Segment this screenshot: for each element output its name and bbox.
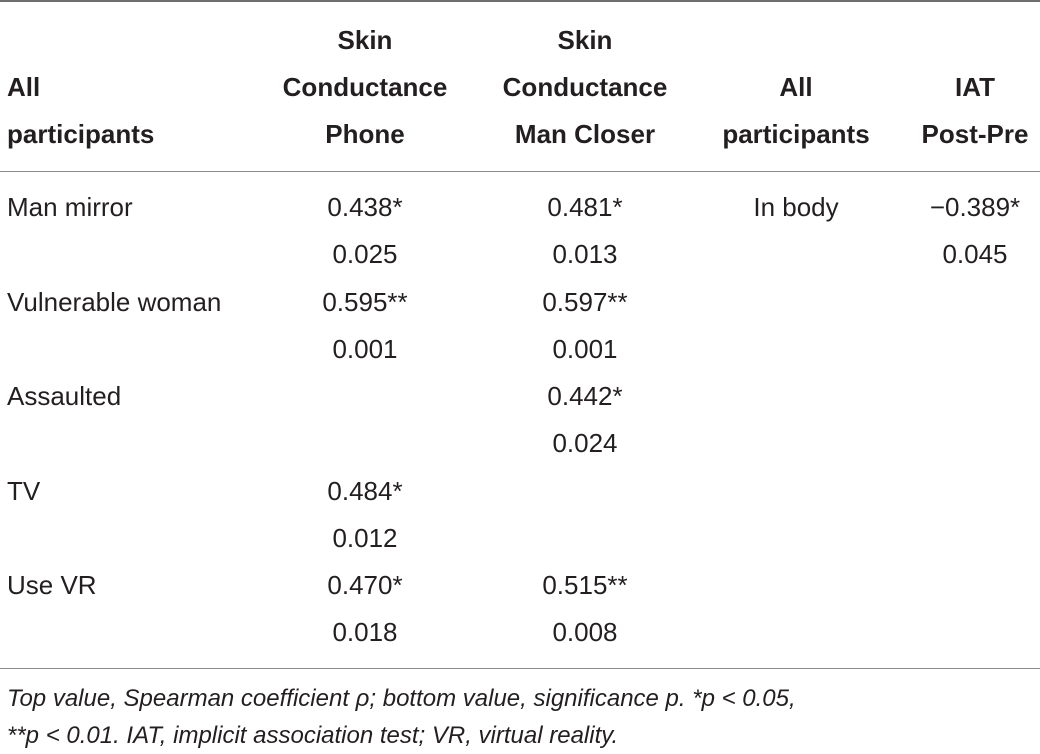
cell-iat-p: 0.045 [942,239,1008,269]
cell-closer-rho: 0.481* [547,192,623,222]
table-top-rule [0,0,1040,2]
header-text: Skin [557,25,613,55]
cell-phone-rho: 0.438* [327,192,403,222]
table-footnote: Top value, Spearman coefficient ρ; botto… [7,680,1035,754]
header-all-participants-1: All participants [7,18,154,158]
cell-closer-p: 0.024 [552,428,618,458]
header-text: All [7,72,41,102]
header-text: Phone [325,119,405,149]
footnote-line: **p < 0.01. IAT, implicit association te… [7,722,619,749]
cell-phone-p: 0.001 [332,334,398,364]
cell-closer-rho: 0.442* [547,381,623,411]
header-text: participants [7,119,155,149]
row-label-use-vr: Use VR [7,570,97,600]
cell-closer-rho: 0.515** [542,570,628,600]
cell-phone-p: 0.012 [332,523,398,553]
cell-closer-rho: 0.597** [542,287,628,317]
header-text: participants [722,119,870,149]
header-text: Post-Pre [921,119,1029,149]
header-text: All [779,72,813,102]
cell-iat-rho: −0.389* [929,192,1021,222]
header-bottom-rule [0,171,1040,172]
header-skin-conductance-phone: Skin Conductance Phone [265,18,465,158]
row-label-tv: TV [7,476,41,506]
table-bottom-rule [0,668,1040,669]
row-label-in-body: In body [753,192,839,222]
row-label-vulnerable-woman: Vulnerable woman [7,287,222,317]
cell-closer-p: 0.013 [552,239,618,269]
cell-phone-p: 0.025 [332,239,398,269]
footnote-line: Top value, Spearman coefficient ρ; botto… [7,685,796,712]
header-iat-post-pre: IAT Post-Pre [900,18,1040,158]
header-text: IAT [955,72,995,102]
header-all-participants-2: All participants [706,18,886,158]
header-text: Conductance [502,72,668,102]
header-text: Skin [337,25,393,55]
cell-phone-rho: 0.484* [327,476,403,506]
cell-closer-p: 0.008 [552,617,618,647]
cell-closer-p: 0.001 [552,334,618,364]
row-label-man-mirror: Man mirror [7,192,133,222]
cell-phone-p: 0.018 [332,617,398,647]
cell-phone-rho: 0.470* [327,570,403,600]
header-text: Conductance [282,72,448,102]
cell-phone-rho: 0.595** [322,287,408,317]
header-text: Man Closer [514,119,656,149]
row-label-assaulted: Assaulted [7,381,122,411]
header-skin-conductance-man-closer: Skin Conductance Man Closer [485,18,685,158]
